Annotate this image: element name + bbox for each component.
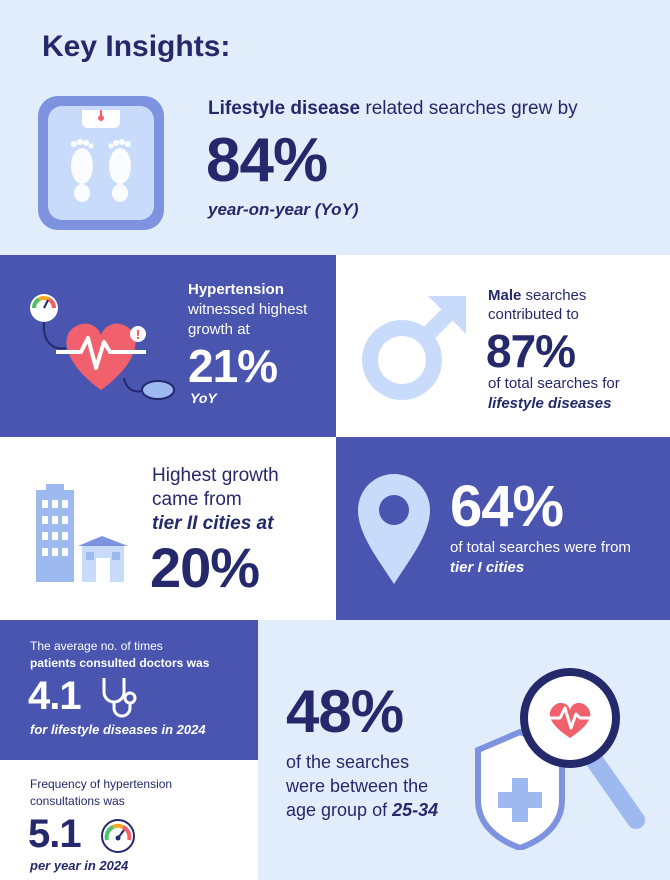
male-sub-text: of total searches for lifestyle diseases [488,374,620,414]
hypertension-sub: YoY [190,390,217,406]
freq-hypertension-section [0,760,258,880]
avg-consult-text: The average no. of times patients consul… [30,638,209,672]
weighing-scale-icon [38,96,164,230]
city-buildings-icon [30,484,130,584]
avg-consult-line2: patients consulted doctors was [30,656,210,670]
male-line3: of total searches for [488,375,620,392]
location-pin-icon [358,474,430,586]
freq-sub: per year in 2024 [30,858,129,873]
heart-rate-monitor-icon: ! [26,290,176,410]
tier1-line1: of total searches were from [450,539,631,556]
male-text: Male searches contributed to [488,286,586,324]
hypertension-section [0,255,336,437]
lifestyle-lead-rest: related searches grew by [360,98,578,119]
avg-consult-line1: The average no. of times [30,639,163,653]
avg-consult-value: 4.1 [28,674,82,718]
age-line1: of the searches [286,752,410,772]
hypertension-value: 21% [188,340,278,392]
hypertension-line1: Hypertension [188,281,284,298]
stethoscope-icon [98,674,138,720]
male-line2: contributed to [488,306,579,323]
gauge-icon [100,818,136,854]
age-line3-bold: 25-34 [392,800,439,820]
lifestyle-lead-text: Lifestyle disease related searches grew … [208,98,578,120]
svg-text:!: ! [135,328,140,342]
hypertension-line2: witnessed highest [188,301,308,318]
male-symbol-icon [358,292,470,404]
male-line1-bold: Male [488,287,522,304]
age-value: 48% [286,678,404,745]
health-search-icon [472,660,652,852]
tier1-value: 64% [450,474,564,539]
freq-text: Frequency of hypertension consultations … [30,776,172,810]
lifestyle-growth-sub: year-on-year (YoY) [208,200,359,219]
tier2-line3: tier II cities at [152,513,274,534]
freq-value: 5.1 [28,812,82,856]
hypertension-text: Hypertension witnessed highest growth at [188,280,307,340]
lifestyle-growth-value: 84% [206,126,328,195]
tier2-value: 20% [150,536,260,599]
male-value: 87% [486,325,576,377]
page-title: Key Insights: [42,30,231,63]
age-line3-pre: age group of [286,800,393,820]
tier2-line1: Highest growth [152,465,279,486]
avg-consult-sub: for lifestyle diseases in 2024 [30,722,206,737]
freq-line2: consultations was [30,794,125,808]
freq-line1: Frequency of hypertension [30,777,173,791]
age-text: of the searches were between the age gro… [286,750,438,822]
tier2-line2: came from [152,489,242,510]
lifestyle-lead-bold: Lifestyle disease [208,98,361,119]
age-line2: were between the [286,776,429,796]
male-searches-section [336,255,670,437]
male-line4: lifestyle diseases [488,395,612,412]
tier1-line2: tier I cities [450,559,525,576]
hypertension-line3: growth at [188,321,250,338]
avg-consult-section [0,620,258,760]
tier2-text: Highest growth came from tier II cities … [152,464,279,536]
male-line1-rest: searches [521,287,587,304]
tier1-text: of total searches were from tier I citie… [450,538,631,578]
